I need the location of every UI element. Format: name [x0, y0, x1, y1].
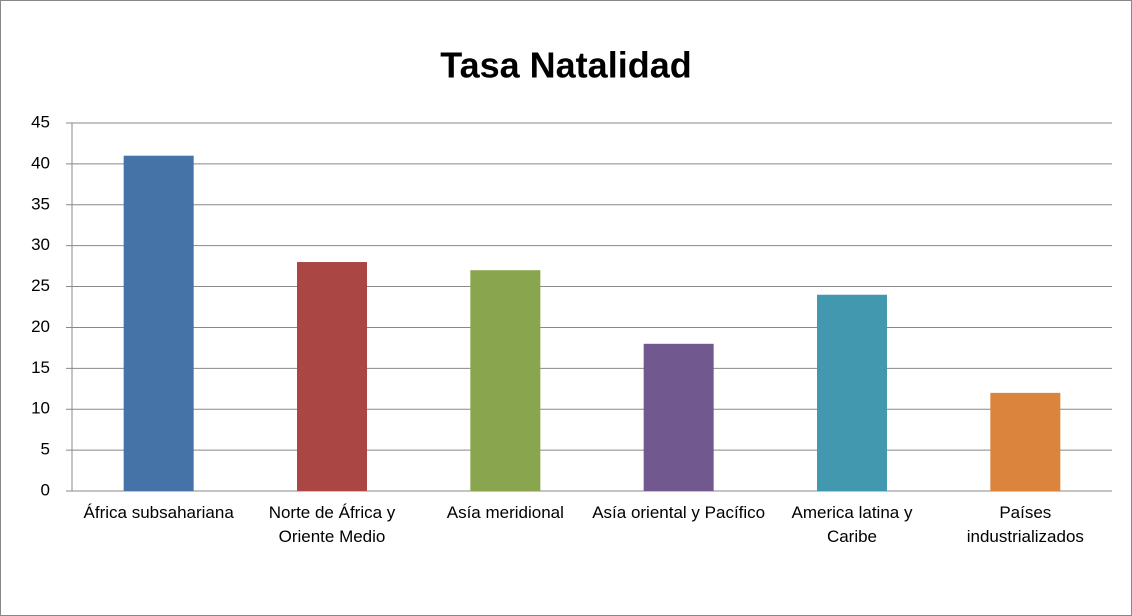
bar — [817, 294, 887, 491]
bar — [297, 262, 367, 491]
bar — [470, 270, 541, 491]
y-tick-label: 0 — [41, 480, 50, 499]
y-tick-label: 15 — [31, 358, 50, 377]
x-tick-label: Asía meridional — [446, 503, 564, 522]
y-tick-label: 5 — [41, 440, 50, 459]
y-tick-label: 20 — [31, 317, 50, 336]
y-tick-label: 25 — [31, 276, 50, 295]
y-tick-label: 45 — [31, 112, 50, 131]
x-tick-label: Asía oriental y Pacífico — [592, 503, 766, 522]
y-tick-label: 40 — [31, 153, 50, 172]
y-tick-label: 10 — [31, 399, 50, 418]
chart-title: Tasa Natalidad — [440, 45, 691, 86]
x-tick-label: Norte de África y Oriente Medio — [268, 503, 396, 546]
x-tick-label: America latina y Caribe — [791, 503, 913, 546]
x-tick-label: Países industrializados — [966, 503, 1084, 546]
x-tick-label: África subsahariana — [83, 503, 234, 522]
bar — [643, 343, 714, 491]
bar — [990, 392, 1061, 491]
bar — [123, 155, 194, 491]
y-tick-label: 35 — [31, 194, 50, 213]
y-tick-label: 30 — [31, 235, 50, 254]
